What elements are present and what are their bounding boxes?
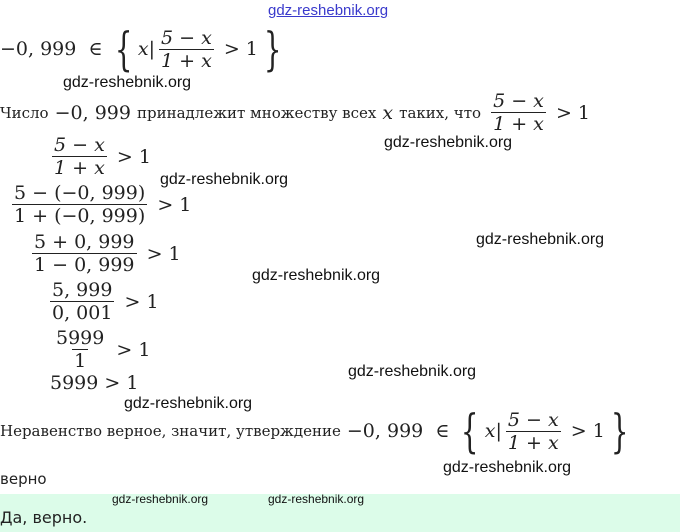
watermark: gdz-reshebnik.org <box>124 395 253 412</box>
element-of-symbol: ∈ <box>435 420 450 442</box>
relation: > 1 <box>223 38 258 60</box>
relation: > 1 <box>116 338 151 361</box>
relation: > 1 <box>116 145 151 168</box>
right-brace: } <box>263 22 282 76</box>
relation: > 1 <box>157 193 192 216</box>
text: принадлежит множеству всех <box>137 103 377 122</box>
watermark: gdz-reshebnik.org <box>268 492 365 506</box>
watermark: gdz-reshebnik.org <box>160 171 289 188</box>
watermark: gdz-reshebnik.org <box>348 363 477 380</box>
denominator: 1 + x <box>491 112 546 135</box>
denominator: 1 <box>72 349 89 372</box>
left-brace: { <box>114 22 133 76</box>
conclusion-line: Неравенство верное, значит, утверждение … <box>0 404 629 458</box>
variable: x <box>137 38 149 60</box>
denominator: 1 + x <box>52 156 107 179</box>
value: −0, 999 <box>0 38 77 60</box>
watermark: gdz-reshebnik.org <box>252 267 381 284</box>
explanation-line: Число −0, 999 принадлежит множеству всех… <box>0 90 590 135</box>
denominator: 1 + (−0, 999) <box>12 204 148 227</box>
numerator: 5999 <box>56 327 105 349</box>
numerator: 5 − x <box>507 408 559 431</box>
element-of-symbol: ∈ <box>88 38 103 60</box>
denominator: 0, 001 <box>50 301 115 324</box>
value: −0, 999 <box>54 101 131 124</box>
relation: > 1 <box>146 242 181 265</box>
step-5: 5999 1 > 1 <box>50 327 150 372</box>
numerator: 5 − x <box>54 134 105 156</box>
answer-box <box>0 494 680 532</box>
variable: x <box>484 420 496 442</box>
verdict: верно <box>0 470 47 488</box>
watermark[interactable]: gdz-reshebnik.org <box>268 2 389 19</box>
numerator: 5 − x <box>160 26 212 49</box>
text: таких, что <box>399 103 482 122</box>
watermark: gdz-reshebnik.org <box>476 231 605 248</box>
variable: x <box>382 101 394 124</box>
left-brace: { <box>461 404 479 458</box>
numerator: 5 + 0, 999 <box>34 231 135 253</box>
step-2: 5 − (−0, 999) 1 + (−0, 999) > 1 <box>8 182 191 227</box>
step-4: 5, 999 0, 001 > 1 <box>46 279 159 324</box>
watermark: gdz-reshebnik.org <box>63 74 192 91</box>
answer-text: Да, верно. <box>0 508 88 527</box>
watermark: gdz-reshebnik.org <box>384 134 513 151</box>
relation: > 1 <box>555 101 590 124</box>
step-3: 5 + 0, 999 1 − 0, 999 > 1 <box>28 231 181 276</box>
value: −0, 999 <box>346 420 424 442</box>
numerator: 5 − x <box>493 90 544 112</box>
relation: > 1 <box>124 290 159 313</box>
right-brace: } <box>610 404 629 458</box>
step-6: 5999 > 1 <box>50 372 139 394</box>
text: Неравенство верное, значит, утверждение <box>0 422 341 440</box>
numerator: 5 − (−0, 999) <box>14 182 146 204</box>
text: Число <box>0 103 49 122</box>
numerator: 5, 999 <box>52 279 113 301</box>
denominator: 1 + x <box>158 48 214 72</box>
denominator: 1 + x <box>505 430 561 454</box>
relation: > 1 <box>570 420 605 442</box>
denominator: 1 − 0, 999 <box>32 253 137 276</box>
watermark: gdz-reshebnik.org <box>443 459 572 476</box>
watermark: gdz-reshebnik.org <box>112 492 209 506</box>
